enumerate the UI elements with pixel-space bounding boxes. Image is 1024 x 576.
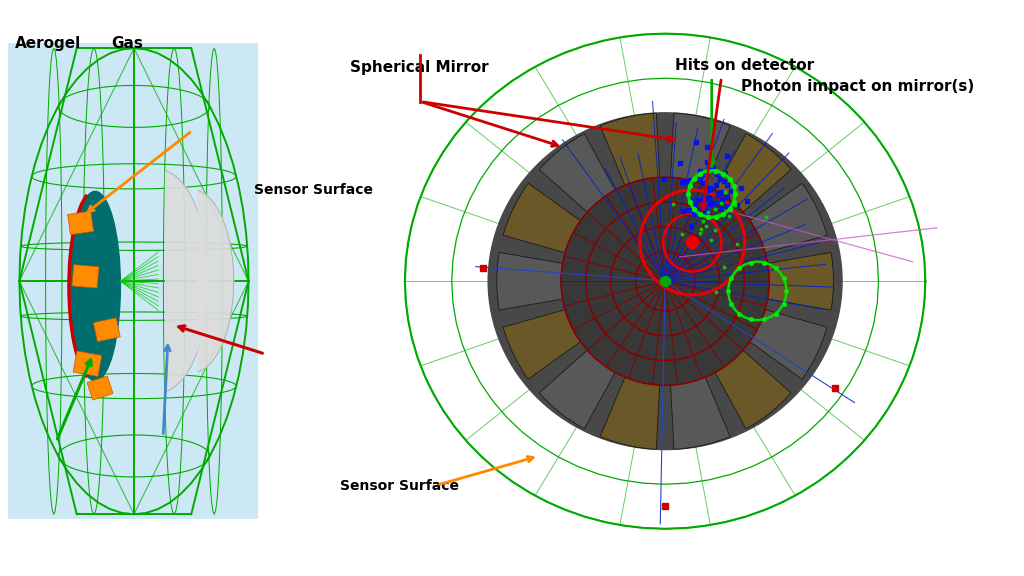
Wedge shape (503, 310, 581, 379)
Text: Photon impact on mirror(s): Photon impact on mirror(s) (740, 79, 974, 94)
Wedge shape (540, 350, 615, 429)
Wedge shape (715, 350, 792, 429)
Polygon shape (68, 211, 93, 234)
Text: Hits on detector: Hits on detector (675, 58, 814, 73)
Polygon shape (72, 264, 99, 288)
Circle shape (561, 177, 769, 385)
Wedge shape (503, 183, 581, 253)
Wedge shape (600, 377, 659, 449)
Ellipse shape (70, 191, 121, 381)
Wedge shape (540, 134, 615, 212)
Wedge shape (715, 134, 792, 212)
Text: Gas: Gas (112, 36, 143, 51)
Polygon shape (199, 191, 233, 372)
Ellipse shape (488, 113, 842, 450)
Polygon shape (87, 376, 113, 400)
Wedge shape (600, 113, 659, 185)
Polygon shape (73, 351, 101, 377)
Wedge shape (671, 113, 730, 185)
Wedge shape (497, 252, 562, 310)
Wedge shape (750, 310, 827, 379)
Text: Spherical Mirror: Spherical Mirror (349, 60, 488, 75)
Text: Sensor Surface: Sensor Surface (254, 183, 374, 197)
Wedge shape (768, 252, 834, 310)
Wedge shape (671, 377, 730, 449)
Wedge shape (750, 183, 827, 253)
Text: Sensor Surface: Sensor Surface (340, 479, 459, 493)
Bar (8, 43, 258, 519)
Polygon shape (93, 318, 120, 342)
Polygon shape (166, 170, 209, 392)
Text: Aerogel: Aerogel (14, 36, 81, 51)
